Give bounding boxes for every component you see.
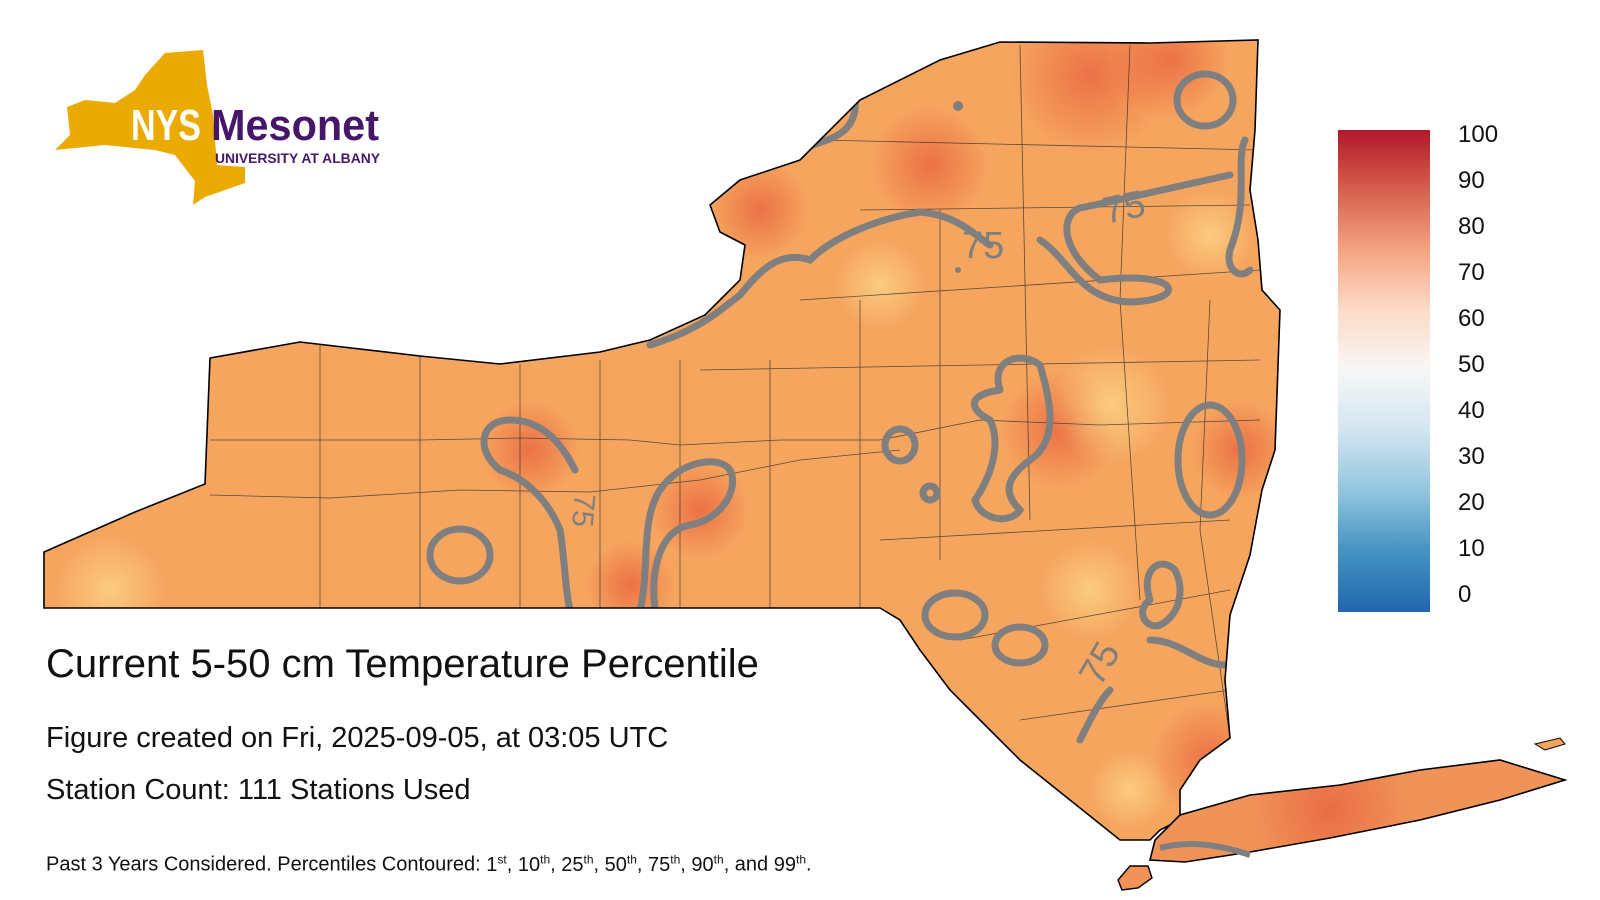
percentile-item: 90th [691, 852, 724, 876]
station-count: Station Count: 111 Stations Used [46, 774, 471, 806]
ny-state-outline [43, 39, 1281, 841]
percentile-item: 25th [561, 852, 594, 876]
island-east [1533, 737, 1566, 751]
long-island-outline [1148, 759, 1568, 863]
percentile-item: 50th [604, 852, 637, 876]
colorbar-tick-label: 0 [1458, 581, 1472, 608]
percentile-item: 99th [773, 852, 806, 876]
colorbar-tick-label: 10 [1458, 535, 1485, 562]
contour-label: 75 [565, 492, 601, 528]
colorbar-tick-label: 90 [1458, 167, 1485, 194]
percentile-item: 1st [486, 852, 507, 876]
colorbar-tick-label: 40 [1458, 397, 1485, 424]
contour-lines [426, 70, 1254, 744]
colorbar-tick-label: 80 [1458, 213, 1485, 240]
logo-university: UNIVERSITY AT ALBANY [215, 150, 381, 166]
footnote: Past 3 Years Considered. Percentiles Con… [46, 852, 812, 876]
county-borders [209, 44, 1261, 739]
logo-mesonet: Mesonet [211, 101, 379, 150]
nys-mesonet-logo: NYS Mesonet UNIVERSITY AT ALBANY [55, 50, 381, 205]
figure-created-timestamp: Figure created on Fri, 2025-09-05, at 03… [46, 722, 669, 754]
colorbar-tick-label: 30 [1458, 443, 1485, 470]
colorbar-tick-label: 70 [1458, 259, 1485, 286]
percentile-item: 75th [648, 852, 681, 876]
colorbar-tick-label: 50 [1458, 351, 1485, 378]
colorbar-tick-label: 100 [1458, 121, 1499, 148]
figure-title: Current 5-50 cm Temperature Percentile [46, 642, 759, 686]
colorbar [1338, 130, 1430, 612]
contour-label: 75 [962, 225, 1004, 267]
contour-label: 75 [1099, 183, 1149, 233]
percentile-item: 10th [517, 852, 551, 876]
nys-state-silhouette-icon [55, 50, 245, 205]
staten-island [1117, 865, 1153, 891]
contour-line [1159, 841, 1251, 858]
colorbar-tick-label: 20 [1458, 489, 1485, 516]
colorbar-tick-label: 60 [1458, 305, 1485, 332]
logo-nys: NYS [131, 101, 201, 150]
